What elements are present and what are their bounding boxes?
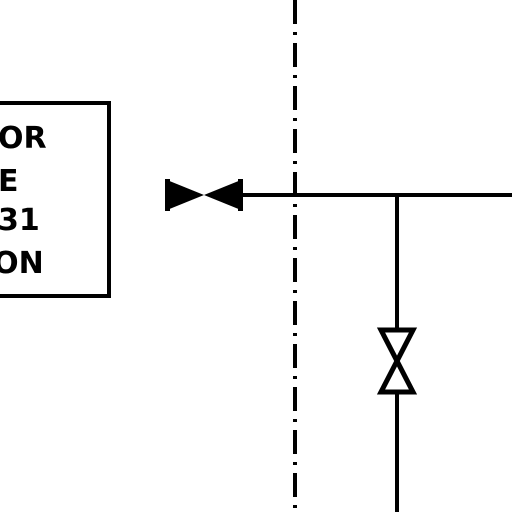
label-line-4: ION <box>0 246 44 281</box>
label-line-3: 31 <box>0 203 40 238</box>
label-line-1: OR <box>0 121 47 156</box>
label-box-frame <box>0 101 111 298</box>
label-box: OR E 31 ION <box>0 101 111 298</box>
open-valve-icon <box>376 327 418 395</box>
label-line-2: E <box>0 164 19 199</box>
closed-valve-icon <box>165 179 243 211</box>
